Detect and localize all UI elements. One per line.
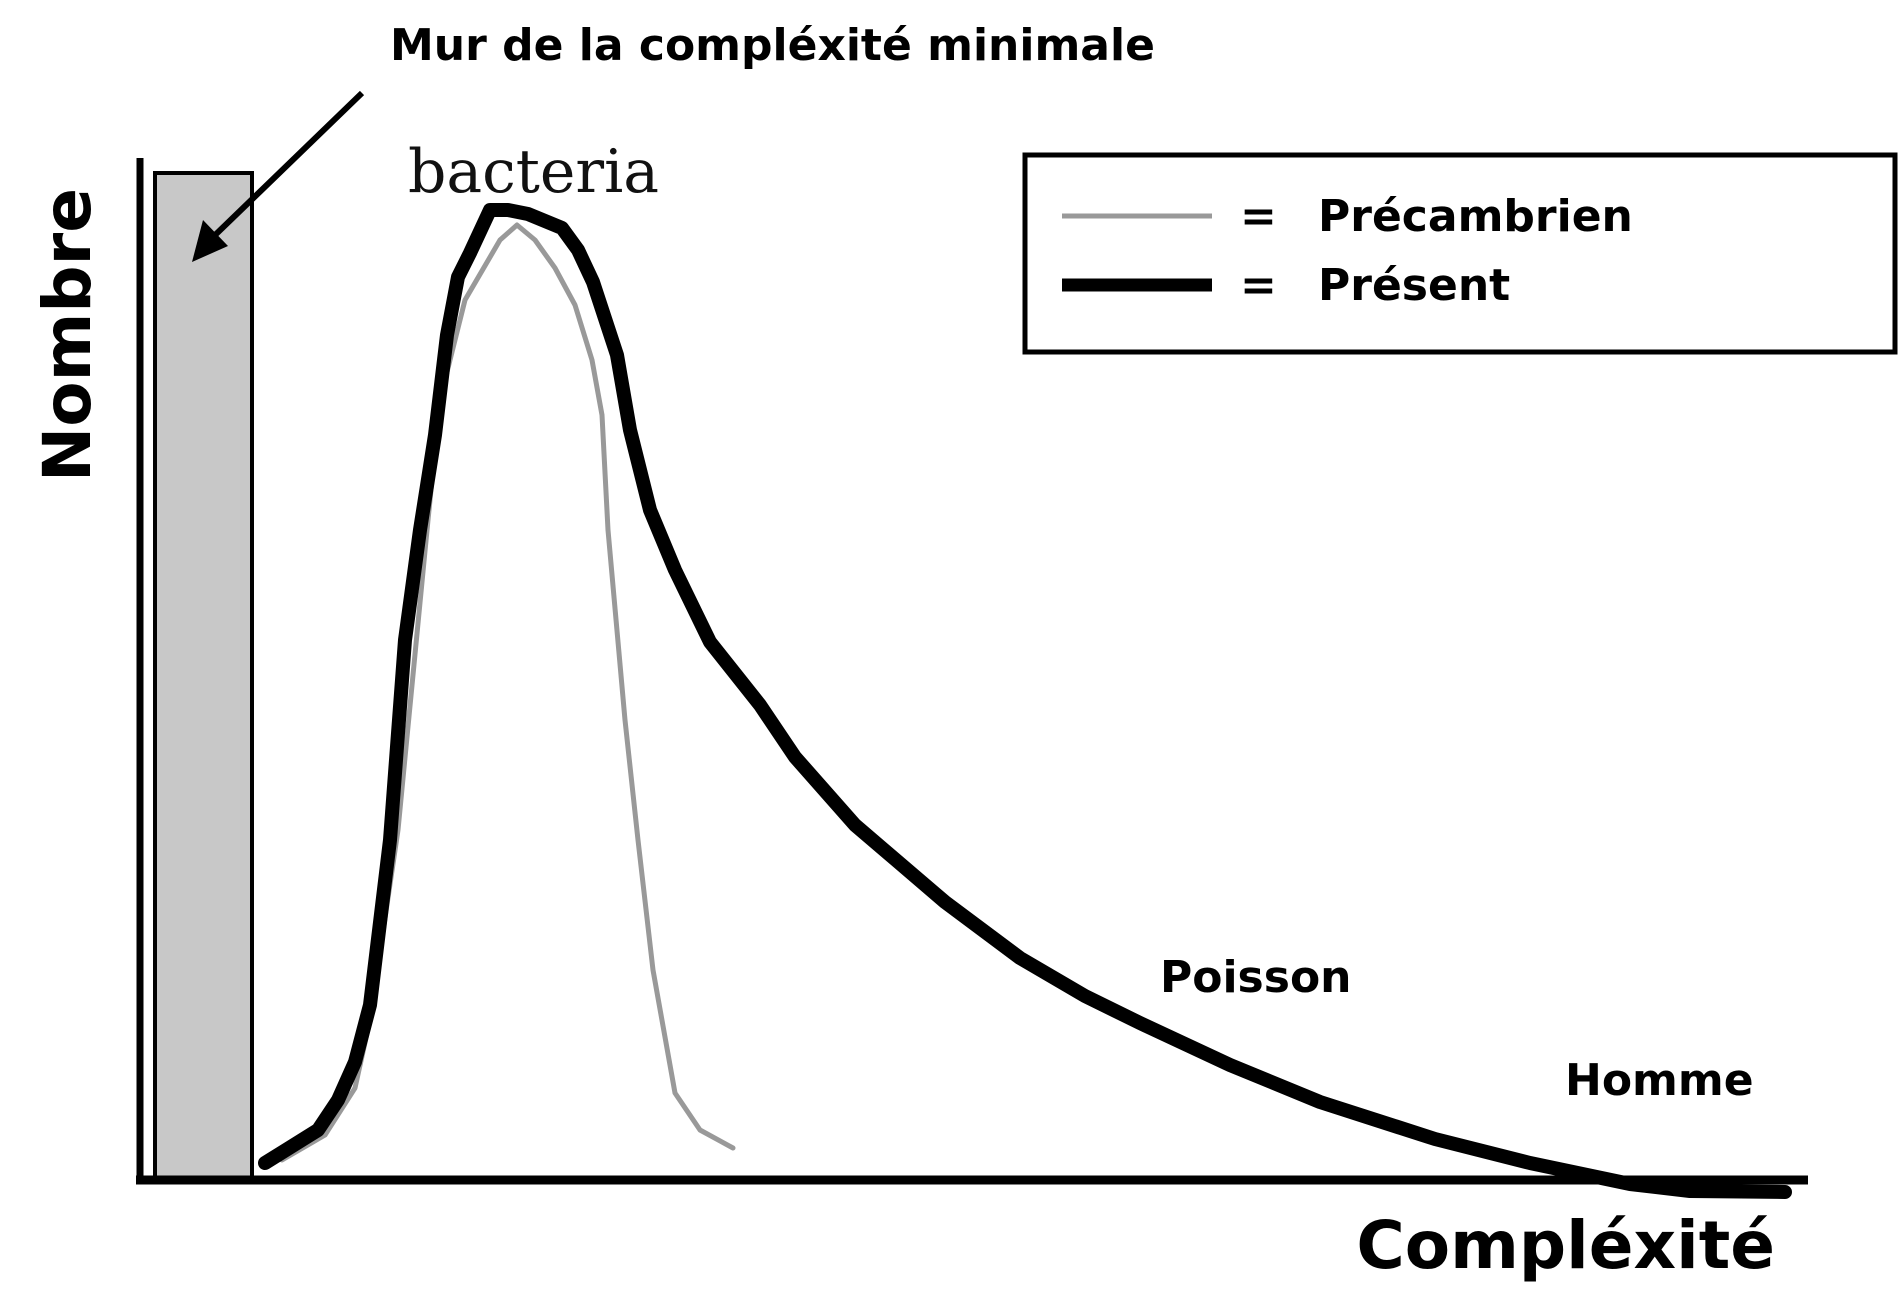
legend-equals-precambrian: = [1240, 191, 1277, 242]
wall-arrow-shaft [209, 90, 365, 241]
bacteria-label: bacteria [408, 137, 659, 207]
wall-annotation-label: Mur de la compléxité minimale [390, 20, 1155, 71]
precambrian-curve [279, 222, 736, 1163]
legend-label-present: Présent [1318, 260, 1510, 311]
minimal-complexity-wall [153, 171, 254, 1182]
legend-equals-present: = [1240, 260, 1277, 311]
present-curve [258, 203, 1792, 1199]
y-axis-label: Nombre [29, 188, 106, 482]
legend-box [1022, 152, 1898, 355]
legend-label-precambrian: Précambrien [1318, 191, 1633, 242]
legend: = Précambrien = Présent [1022, 152, 1898, 355]
poisson-label: Poisson [1160, 952, 1352, 1003]
x-axis-label: Compléxité [1356, 1207, 1775, 1284]
wall-arrow-head [192, 220, 228, 262]
homme-label: Homme [1565, 1055, 1754, 1106]
